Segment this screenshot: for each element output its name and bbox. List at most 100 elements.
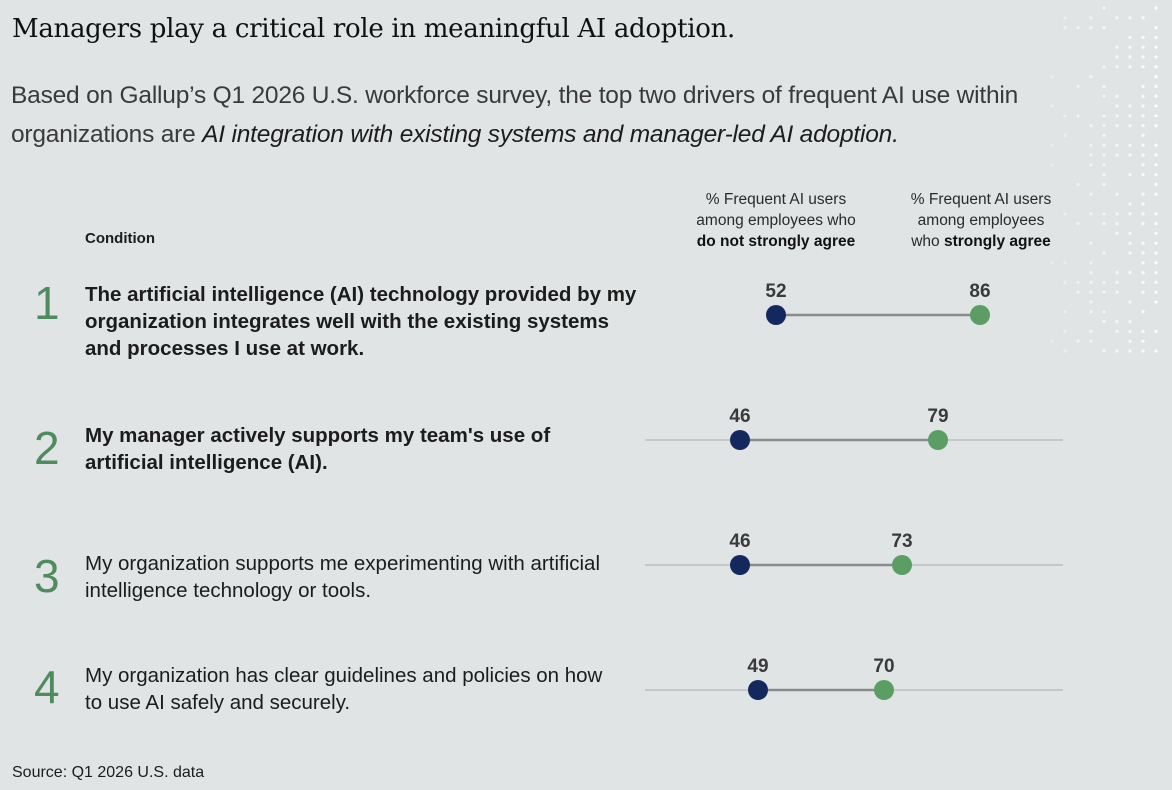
decorative-dot [1128, 349, 1131, 352]
decorative-dot [1102, 65, 1105, 68]
decorative-dot [1141, 114, 1144, 117]
decorative-dot [1128, 212, 1131, 215]
decorative-dot [1115, 212, 1118, 215]
col-b-line1: % Frequent AI users [881, 189, 1081, 210]
decorative-dot [1128, 251, 1131, 254]
column-header-not-strongly-agree: % Frequent AI users among employees who … [676, 189, 876, 252]
decorative-dot [1115, 65, 1118, 68]
row-3-label-not-strongly-agree: 46 [729, 531, 750, 552]
decorative-dot [1089, 163, 1092, 166]
decorative-dot [1154, 104, 1157, 107]
decorative-dot [1141, 222, 1144, 225]
decorative-dot [1076, 281, 1079, 284]
decorative-dot [1063, 16, 1066, 19]
decorative-dot [1102, 310, 1105, 313]
row-2-number: 2 [34, 425, 60, 471]
decorative-dot [1154, 349, 1157, 352]
row-1-label-strongly-agree: 86 [969, 281, 990, 302]
decorative-dot [1154, 183, 1157, 186]
decorative-dot-pattern [1042, 0, 1172, 360]
page-title: Managers play a critical role in meaning… [12, 14, 735, 44]
decorative-dot [1063, 26, 1066, 29]
decorative-dot [1115, 349, 1118, 352]
decorative-dot [1128, 36, 1131, 39]
decorative-dot [1128, 16, 1131, 19]
page-subtitle: Based on Gallup’s Q1 2026 U.S. workforce… [11, 76, 1121, 154]
subtitle-emphasis: AI integration with existing systems and… [202, 121, 899, 148]
col-b-line3-bold: strongly agree [944, 233, 1051, 250]
row-1-condition: The artificial intelligence (AI) technol… [85, 281, 645, 362]
decorative-dot [1154, 222, 1157, 225]
decorative-dot [1089, 281, 1092, 284]
decorative-dot [1102, 320, 1105, 323]
decorative-dot [1141, 251, 1144, 254]
row-1-number: 1 [34, 280, 60, 326]
decorative-dot [1141, 193, 1144, 196]
decorative-dot [1128, 232, 1131, 235]
row-3-dot-strongly-agree [892, 555, 912, 575]
decorative-dot [1154, 163, 1157, 166]
decorative-dot [1089, 261, 1092, 264]
decorative-dot [1128, 65, 1131, 68]
row-1-dot-not-strongly-agree [766, 305, 786, 325]
decorative-dot [1154, 193, 1157, 196]
decorative-dot [1089, 26, 1092, 29]
row-4-label-strongly-agree: 70 [873, 656, 894, 677]
decorative-dot [1141, 310, 1144, 313]
decorative-dot [1089, 330, 1092, 333]
row-4-number: 4 [34, 664, 60, 710]
decorative-dot [1154, 330, 1157, 333]
decorative-dot [1115, 16, 1118, 19]
decorative-dot [1154, 261, 1157, 264]
decorative-dot [1076, 291, 1079, 294]
decorative-dot [1141, 124, 1144, 127]
decorative-dot [1154, 173, 1157, 176]
decorative-dot [1128, 114, 1131, 117]
decorative-dot [1141, 163, 1144, 166]
row-2-dot-not-strongly-agree [730, 430, 750, 450]
decorative-dot [1154, 251, 1157, 254]
decorative-dot [1128, 330, 1131, 333]
decorative-dot [1089, 300, 1092, 303]
decorative-dot [1128, 55, 1131, 58]
col-a-line2: among employees who [676, 210, 876, 231]
decorative-dot [1115, 320, 1118, 323]
row-3-number: 3 [34, 553, 60, 599]
decorative-dot [1141, 242, 1144, 245]
decorative-dot [1141, 261, 1144, 264]
decorative-dot [1154, 271, 1157, 274]
decorative-dot [1128, 144, 1131, 147]
decorative-dot [1128, 300, 1131, 303]
decorative-dot [1141, 281, 1144, 284]
decorative-dot [1076, 26, 1079, 29]
decorative-dot [1089, 310, 1092, 313]
decorative-dot [1050, 163, 1053, 166]
decorative-dot [1141, 36, 1144, 39]
decorative-dot [1115, 46, 1118, 49]
decorative-dot [1141, 173, 1144, 176]
decorative-dot [1141, 134, 1144, 137]
decorative-dot [1154, 153, 1157, 156]
row-2-condition: My manager actively supports my team's u… [85, 422, 615, 476]
decorative-dot [1154, 6, 1157, 9]
decorative-dot [1141, 95, 1144, 98]
decorative-dot [1128, 271, 1131, 274]
decorative-dot [1128, 46, 1131, 49]
decorative-dot [1102, 349, 1105, 352]
decorative-dot [1102, 26, 1105, 29]
decorative-dot [1141, 55, 1144, 58]
decorative-dot [1102, 6, 1105, 9]
decorative-dot [1154, 95, 1157, 98]
decorative-dot [1102, 212, 1105, 215]
decorative-dot [1154, 212, 1157, 215]
decorative-dot [1089, 16, 1092, 19]
decorative-dot [1102, 163, 1105, 166]
decorative-dot [1154, 300, 1157, 303]
decorative-dot [1128, 202, 1131, 205]
decorative-dot [1141, 104, 1144, 107]
decorative-dot [1128, 320, 1131, 323]
decorative-dot [1063, 349, 1066, 352]
decorative-dot [1154, 291, 1157, 294]
decorative-dot [1050, 340, 1053, 343]
decorative-dot [1154, 124, 1157, 127]
